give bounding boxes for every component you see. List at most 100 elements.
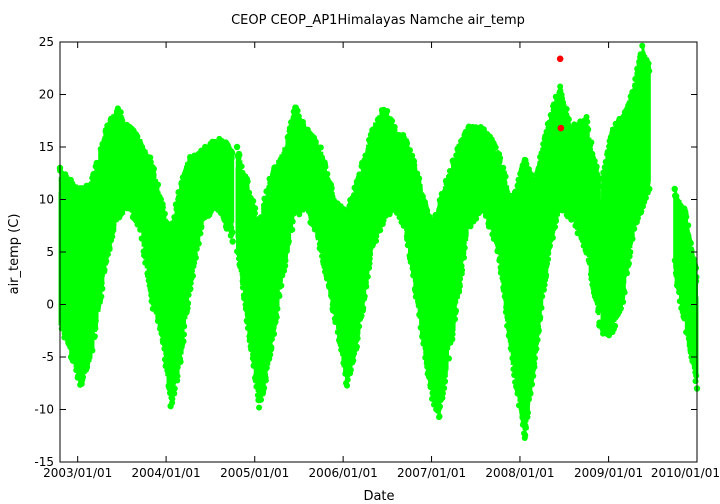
data-point: [344, 376, 351, 383]
data-point: [646, 185, 653, 193]
plot-frame: [59, 41, 698, 463]
data-point: [251, 210, 258, 217]
data-point: [366, 264, 373, 271]
x-axis-label: Date: [363, 489, 394, 504]
y-axis-label: air_temp (C): [7, 214, 22, 295]
data-point: [539, 293, 546, 300]
data-point: [617, 305, 624, 312]
data-point: [354, 335, 361, 342]
data-point: [673, 193, 680, 200]
data-point: [458, 262, 465, 269]
y-tick-label: -15: [34, 455, 54, 469]
data-point: [646, 67, 653, 74]
data-point: [445, 355, 452, 362]
data-point: [598, 175, 606, 182]
data-point: [233, 143, 241, 151]
data-point: [361, 293, 368, 300]
x-tick-label: 2008/01/01: [485, 466, 554, 480]
data-point: [534, 336, 541, 343]
flagged-data-point: [556, 55, 564, 63]
data-point: [147, 159, 154, 166]
data-point: [530, 372, 537, 379]
data-point: [344, 382, 351, 389]
data-point: [588, 139, 595, 146]
data-point: [171, 385, 178, 392]
data-point: [191, 259, 198, 266]
data-point: [157, 196, 164, 203]
data-point: [189, 272, 196, 279]
data-point: [404, 140, 411, 147]
data-point: [317, 144, 324, 151]
data-point: [360, 305, 367, 312]
data-point: [553, 218, 560, 225]
data-point: [545, 256, 552, 263]
data-point: [236, 151, 243, 158]
data-point: [187, 285, 194, 292]
data-point: [350, 357, 357, 364]
data-point: [389, 118, 396, 125]
data-point: [436, 413, 443, 420]
data-point: [528, 171, 535, 178]
data-point: [693, 372, 700, 379]
data-point: [184, 305, 191, 312]
data-point: [456, 283, 463, 290]
data-point: [634, 215, 641, 222]
data-point: [557, 83, 564, 90]
y-tick-label: -5: [42, 350, 54, 364]
data-point: [500, 164, 507, 171]
data-point: [281, 267, 288, 274]
data-point: [192, 254, 199, 261]
data-point: [583, 113, 590, 120]
x-tick-label: 2006/01/01: [309, 466, 378, 480]
series-segment: [233, 83, 603, 441]
data-point: [322, 163, 329, 170]
data-point: [457, 275, 464, 282]
x-tick-label: 2009/01/01: [574, 466, 643, 480]
series-segment: [56, 105, 236, 410]
data-point: [538, 304, 545, 311]
data-point: [545, 250, 552, 257]
data-point: [268, 344, 275, 351]
data-point: [535, 327, 542, 334]
data-point: [252, 205, 259, 212]
x-tick-label: 2010/01/01: [651, 466, 720, 480]
data-point: [171, 390, 178, 397]
y-tick-label: -10: [34, 403, 54, 417]
data-point: [155, 181, 162, 188]
data-point: [289, 226, 296, 233]
data-point: [282, 262, 289, 269]
data-point: [461, 244, 468, 251]
series-segment: [598, 42, 653, 339]
data-point: [621, 289, 628, 296]
plot-area: [56, 42, 701, 441]
x-tick-label: 2007/01/01: [397, 466, 466, 480]
data-point: [537, 314, 544, 321]
data-point: [693, 264, 700, 271]
x-tick-label: 2003/01/01: [43, 466, 112, 480]
flagged-data-point: [557, 124, 565, 132]
data-point: [529, 381, 536, 388]
data-point: [522, 432, 529, 439]
data-point: [197, 230, 204, 237]
data-point: [366, 260, 373, 267]
data-point: [531, 363, 538, 370]
y-tick-label: 15: [39, 140, 54, 154]
data-point: [294, 107, 301, 114]
data-point: [459, 267, 466, 274]
data-point: [363, 283, 370, 290]
data-point: [177, 358, 184, 365]
data-point: [531, 355, 538, 362]
x-tick-label: 2004/01/01: [132, 466, 201, 480]
chart-title: CEOP CEOP_AP1Himalayas Namche air_temp: [231, 13, 525, 28]
data-point: [250, 198, 257, 205]
data-point: [411, 162, 418, 169]
data-point: [273, 314, 280, 321]
data-point: [169, 395, 176, 402]
data-point: [185, 291, 192, 298]
data-point: [687, 240, 694, 247]
data-point: [258, 396, 265, 403]
data-point: [492, 144, 499, 151]
data-point: [627, 249, 634, 256]
x-tick-label: 2005/01/01: [220, 466, 289, 480]
